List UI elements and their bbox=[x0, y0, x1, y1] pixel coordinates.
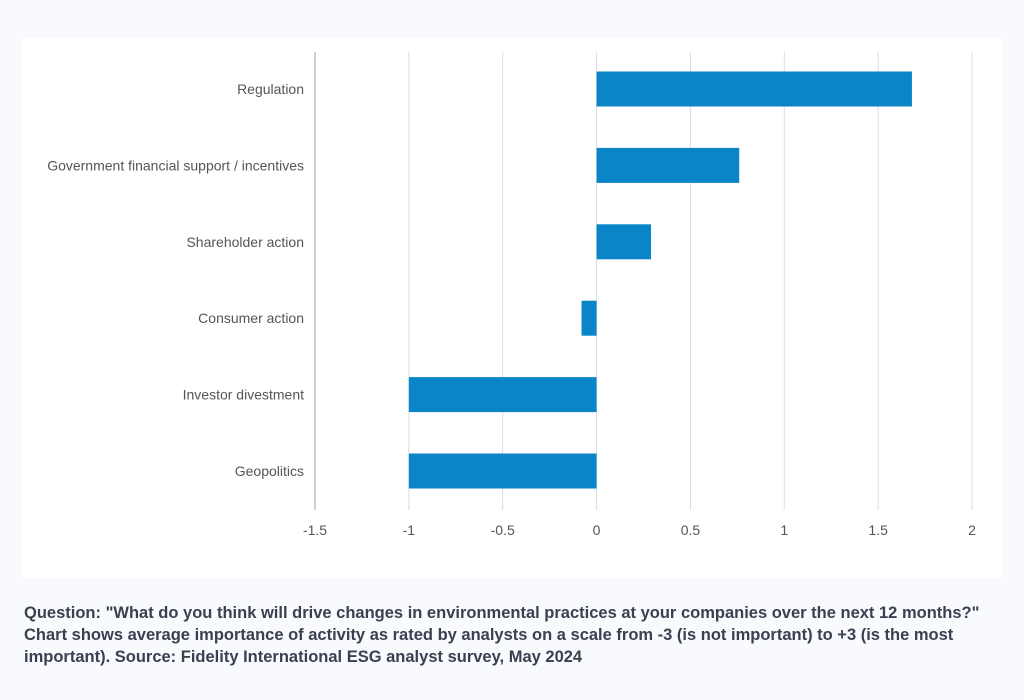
x-tick-label: -1.5 bbox=[303, 522, 327, 538]
x-tick-label: 2 bbox=[968, 522, 976, 538]
chart-panel: -1.5 -1 -0.5 0 0.5 1 1.5 2 Regulation Government … bbox=[22, 38, 1002, 578]
chart-caption: Question: "What do you think will drive … bbox=[24, 604, 980, 666]
x-tick-label: 1 bbox=[780, 522, 788, 538]
bar bbox=[408, 377, 597, 413]
category-label: Investor divestment bbox=[183, 387, 304, 403]
category-label: Shareholder action bbox=[186, 234, 304, 250]
bar bbox=[408, 453, 597, 489]
category-label: Regulation bbox=[237, 81, 304, 97]
x-tick-label: -0.5 bbox=[491, 522, 515, 538]
x-tick-label: 1.5 bbox=[868, 522, 888, 538]
bar bbox=[596, 147, 740, 183]
x-tick-label: 0.5 bbox=[681, 522, 701, 538]
bar bbox=[596, 71, 912, 107]
category-label: Government financial support / incentive… bbox=[47, 157, 304, 173]
bar-chart: -1.5 -1 -0.5 0 0.5 1 1.5 2 Regulation Government … bbox=[47, 52, 976, 538]
category-label: Consumer action bbox=[198, 310, 304, 326]
bar bbox=[596, 224, 652, 260]
bar bbox=[581, 300, 597, 336]
category-label: Geopolitics bbox=[235, 463, 304, 479]
x-tick-label: -1 bbox=[403, 522, 416, 538]
x-tick-label: 0 bbox=[593, 522, 601, 538]
